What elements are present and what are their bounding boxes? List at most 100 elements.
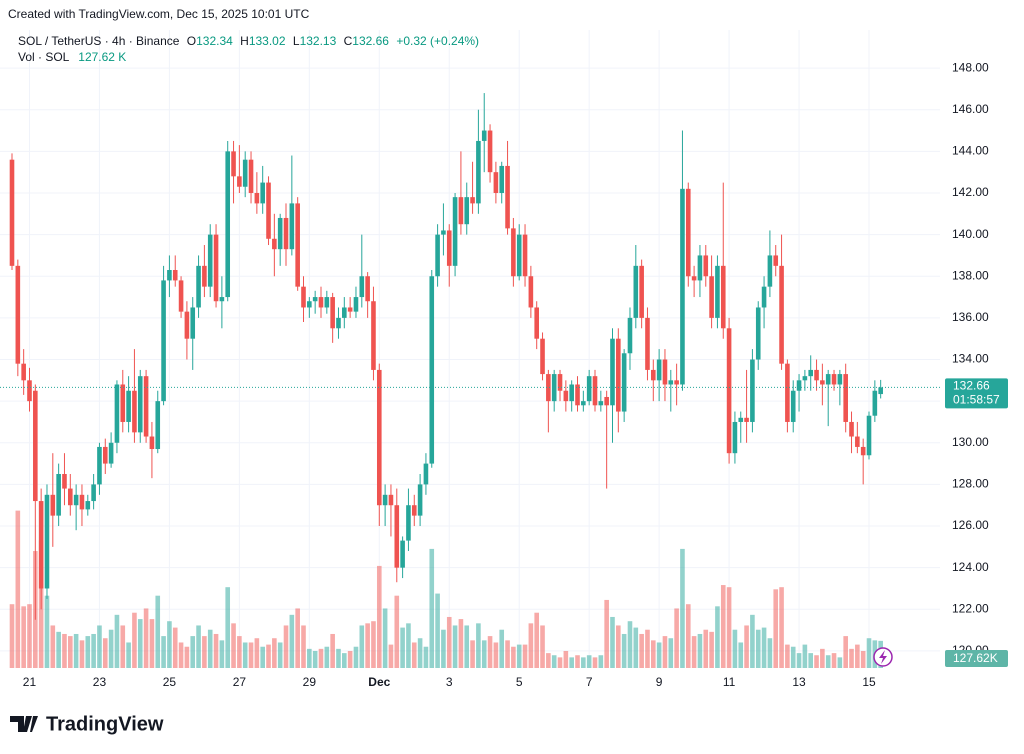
y-tick-label: 126.00 — [952, 518, 989, 532]
candle-body — [598, 401, 604, 406]
candle-body — [120, 384, 126, 422]
volume-bar — [137, 619, 143, 668]
volume-bar — [837, 657, 843, 668]
symbol: SOL / TetherUS · 4h · Binance — [18, 34, 180, 48]
volume-tag — [945, 650, 1008, 667]
candle-body — [207, 234, 213, 287]
candle-body — [114, 384, 120, 443]
volume-bar — [860, 650, 866, 668]
volume-bar — [522, 644, 528, 668]
candle-body — [616, 338, 621, 412]
legend-row: SOL / TetherUS · 4h · Binance O132.34 H1… — [18, 34, 479, 48]
candle-body — [242, 159, 248, 187]
candle-body — [470, 197, 475, 204]
candle-body — [132, 390, 137, 433]
volume-bar — [347, 650, 353, 668]
volume-bar — [143, 608, 149, 668]
candle-body — [324, 297, 330, 308]
y-tick-label: 146.00 — [952, 102, 989, 116]
candle-body — [167, 270, 172, 281]
volume-bar — [825, 655, 831, 668]
candle-body — [388, 494, 394, 506]
volume-bar — [668, 638, 674, 668]
brand-logo[interactable] — [10, 716, 38, 732]
x-tick-label: 3 — [446, 675, 453, 689]
volume-bar — [855, 644, 860, 668]
volume-bar — [68, 636, 73, 668]
volume-bar — [324, 646, 330, 668]
volume-bar — [738, 642, 744, 668]
y-tick-label: 136.00 — [952, 310, 989, 324]
x-tick-label: 27 — [233, 675, 247, 689]
volume-bar — [376, 565, 382, 668]
volume-bar — [633, 627, 639, 668]
volume-bar — [808, 653, 814, 668]
legend-change: +0.32 (+0.24%) — [396, 34, 479, 48]
volume-bar — [406, 623, 411, 668]
candle-body — [849, 421, 854, 437]
y-tick-label: 124.00 — [952, 560, 989, 574]
candle-body — [715, 265, 720, 318]
volume-bar — [382, 608, 388, 668]
candle-body — [62, 473, 67, 489]
candle-body — [27, 380, 32, 402]
last-price-tag — [945, 378, 1008, 409]
candle-body — [301, 286, 306, 308]
candle-body — [476, 140, 481, 204]
candle-body — [15, 265, 21, 364]
candle-body — [720, 265, 726, 329]
y-tick-label: 140.00 — [952, 227, 989, 241]
candle-body — [738, 417, 744, 422]
volume-bar — [662, 636, 668, 668]
candle-body — [307, 301, 312, 308]
candle-body — [796, 380, 802, 391]
y-tick-label: 142.00 — [952, 185, 989, 199]
legend-open: 132.34 — [196, 34, 233, 48]
candle-body — [557, 374, 563, 391]
x-tick-label: 23 — [93, 675, 107, 689]
candle-body — [376, 369, 382, 506]
volume-bar — [505, 640, 510, 668]
candle-body — [464, 197, 470, 225]
volume-bar — [604, 599, 609, 668]
candle-body — [831, 374, 837, 385]
volume-bar — [779, 587, 784, 668]
volume-bar — [371, 621, 376, 668]
candle-body — [178, 280, 184, 312]
volume-bar — [773, 589, 779, 668]
candle-body — [371, 301, 376, 370]
brand-name[interactable]: TradingView — [46, 713, 164, 735]
volume-bar — [423, 646, 429, 668]
candle-body — [534, 307, 539, 339]
volume-bar — [511, 646, 516, 668]
x-tick-label: 25 — [163, 675, 177, 689]
candle-body — [528, 276, 534, 308]
volume-bar — [755, 629, 761, 668]
volume-bar — [295, 608, 300, 668]
volume-bar — [21, 606, 26, 668]
x-tick-label: 15 — [862, 675, 876, 689]
candle-body — [318, 297, 324, 308]
volume-bar — [481, 640, 487, 668]
volume-bar — [102, 638, 108, 668]
volume-bar — [277, 642, 283, 668]
x-tick-label: 21 — [23, 675, 37, 689]
volume-bar — [866, 638, 872, 668]
y-tick-label: 144.00 — [952, 144, 989, 158]
volume-bar — [289, 614, 295, 668]
candle-body — [73, 494, 79, 506]
volume-bar — [732, 629, 738, 668]
volume-bar — [219, 640, 225, 668]
brand[interactable]: TradingView — [10, 713, 164, 735]
volume-bar — [680, 548, 685, 668]
candle-body — [744, 417, 749, 422]
volume-bar — [190, 636, 196, 668]
replay-icon[interactable] — [873, 647, 893, 667]
icon-bolt[interactable] — [879, 650, 887, 664]
candle-body — [808, 369, 814, 377]
volume-bar — [464, 625, 470, 668]
candle-body — [586, 376, 592, 402]
volume-legend: Vol · SOL 127.62 K — [18, 50, 126, 64]
candle-body — [481, 130, 487, 141]
volume-bar — [563, 650, 569, 668]
